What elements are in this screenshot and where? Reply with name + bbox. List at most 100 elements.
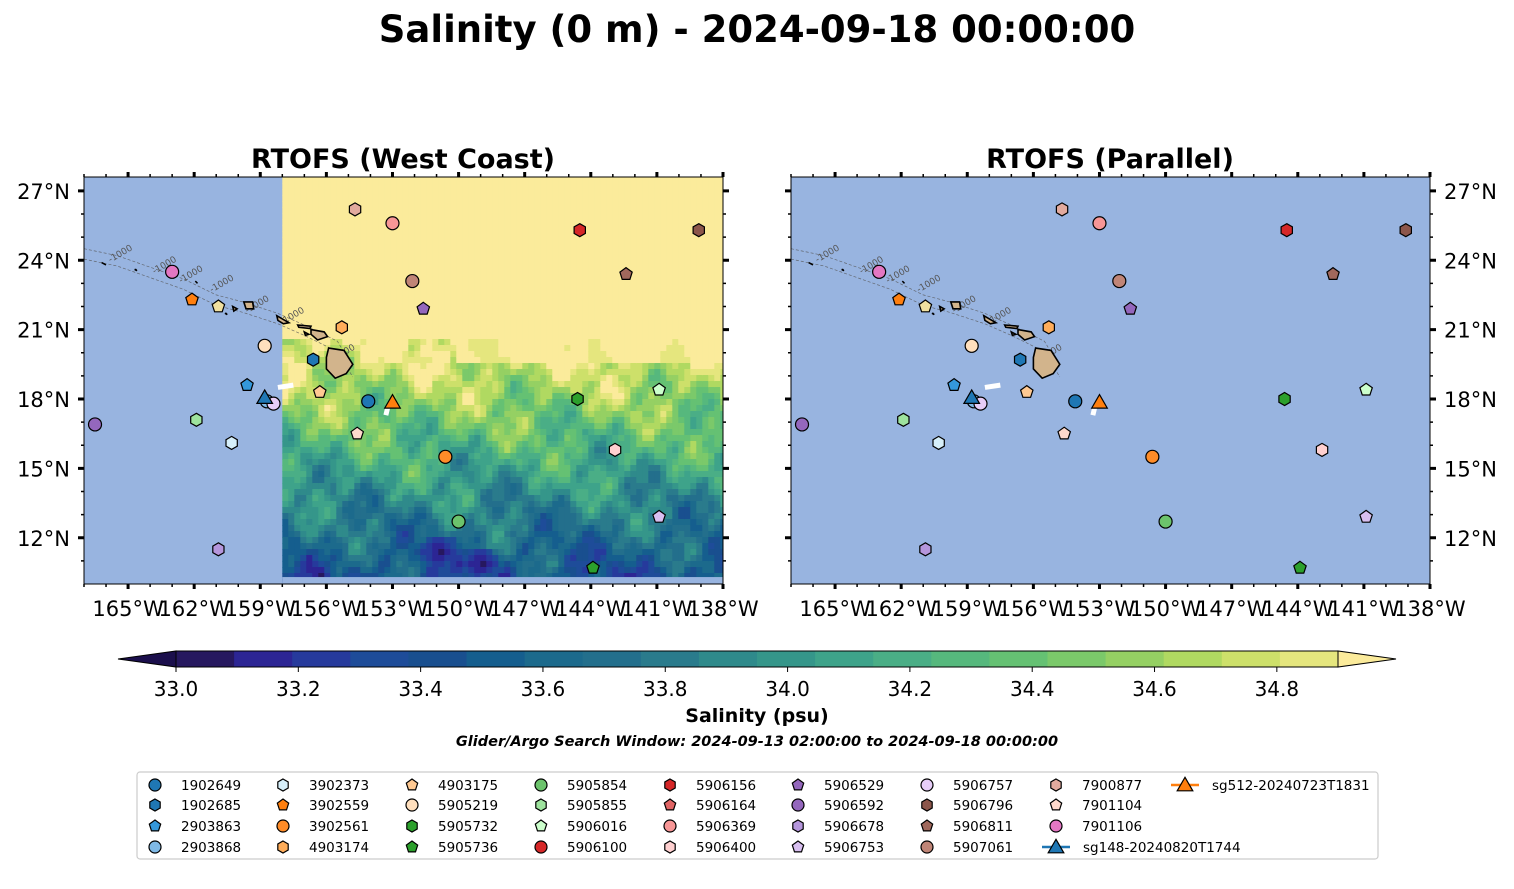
legend-entry-label: 7900877 [1082, 778, 1142, 794]
float-marker-5906592 [794, 417, 810, 432]
lat-tick-label: 18°N [17, 388, 70, 412]
float-marker-1902685 [1013, 352, 1027, 367]
float-marker-extra [918, 299, 933, 313]
islet [808, 261, 814, 266]
legend-marker [664, 840, 676, 854]
legend-entry-label: 2903868 [181, 840, 241, 856]
glider-marker-sg512-20240723T1831 [383, 393, 402, 409]
legend-entry-label: 7901106 [1082, 819, 1142, 835]
legend-marker [664, 778, 676, 792]
lon-tick-label: 150°W [423, 597, 495, 621]
islet [224, 312, 228, 316]
islet [194, 280, 199, 284]
float-marker-5906529 [416, 301, 431, 315]
float-marker-5906156 [573, 223, 587, 238]
lat-tick-label: 27°N [17, 180, 70, 204]
float-marker-5905736 [586, 560, 600, 574]
legend-marker [920, 840, 934, 854]
float-marker-7901106 [165, 264, 180, 279]
lat-tick-label: 21°N [17, 319, 70, 343]
legend-marker [276, 798, 290, 811]
colorbar-tick-label: 33.2 [276, 677, 321, 701]
float-marker-5906529 [1123, 301, 1138, 315]
lon-tick-label: 156°W [998, 597, 1070, 621]
legend-marker [1050, 778, 1062, 792]
float-marker-5906016 [652, 382, 667, 396]
legend-marker [405, 840, 419, 853]
legend-marker [405, 778, 419, 791]
legend-marker [148, 819, 162, 832]
legend-marker [276, 819, 290, 833]
legend-entry-label: 2903863 [181, 819, 241, 835]
colorbar-segment [1047, 651, 1107, 667]
legend-marker [1049, 798, 1063, 811]
float-marker-3902559 [185, 292, 199, 306]
float-marker-5906016 [1359, 382, 1374, 396]
legend-entry-label: 4903174 [309, 840, 369, 856]
colorbar-segment [524, 651, 584, 667]
lon-tick-label: 150°W [1130, 597, 1202, 621]
colorbar-extend-low [117, 650, 177, 668]
float-marker-5906796 [692, 223, 706, 238]
legend-entry-label: sg512-20240723T1831 [1212, 778, 1370, 794]
panel-title-right: RTOFS (Parallel) [986, 144, 1234, 175]
float-marker-5906796 [1399, 223, 1413, 238]
float-marker-5905732 [571, 391, 584, 407]
legend-entry-label: 7901104 [1082, 798, 1142, 814]
colorbar-segment [640, 651, 700, 667]
float-marker-5905732 [1278, 391, 1291, 407]
float-marker-1902685 [306, 352, 320, 367]
island [938, 304, 946, 313]
lat-tick-label: 24°N [1444, 249, 1497, 273]
legend-marker [1049, 819, 1063, 833]
colorbar-segment [408, 651, 467, 667]
legend-entry-label: 3902561 [309, 819, 369, 835]
lon-tick-label: 165°W [799, 597, 871, 621]
glider-marker-sg148-20240820T1744 [962, 388, 981, 404]
colorbar-segment [1105, 651, 1165, 667]
colorbar-segment [873, 651, 932, 667]
colorbar-tick-label: 34.0 [765, 677, 810, 701]
lon-tick-label: 162°W [158, 597, 230, 621]
legend-entry-label: 5907061 [953, 840, 1013, 856]
legend-marker [921, 798, 933, 812]
float-marker-7901104 [350, 426, 365, 440]
float-marker-3902561 [438, 449, 453, 464]
float-markers [794, 202, 1413, 574]
legend-box [136, 771, 1379, 860]
legend-entry-label: 5906796 [953, 798, 1013, 814]
legend-entry-label: 3902559 [309, 798, 369, 814]
land [808, 261, 1061, 380]
legend-entry-label: 5906400 [696, 840, 756, 856]
lon-tick-label: 159°W [225, 597, 297, 621]
float-marker-4903175 [312, 384, 327, 398]
island [1003, 324, 1020, 330]
legend-marker [791, 840, 805, 853]
legend-marker [535, 798, 547, 812]
lon-tick-label: 144°W [1262, 597, 1334, 621]
island [275, 314, 292, 325]
map-frame [83, 176, 724, 585]
colorbar-tick-label: 34.4 [1010, 677, 1055, 701]
lat-tick-label: 18°N [1444, 388, 1497, 412]
legend-marker [792, 819, 804, 833]
float-marker-2903863 [240, 377, 254, 391]
lon-tick-label: 141°W [621, 597, 693, 621]
float-marker-4903175 [1019, 384, 1034, 398]
lon-tick-label: 147°W [489, 597, 561, 621]
legend-entry-label: 5905854 [567, 778, 627, 794]
legend-entry-label: 1902685 [181, 798, 241, 814]
legend-entry-label: 1902649 [181, 778, 241, 794]
legend-marker [534, 778, 548, 792]
colorbar-tick-label: 33.8 [643, 677, 688, 701]
lat-tick-label: 15°N [1444, 457, 1497, 481]
legend-marker [1176, 776, 1194, 792]
land [101, 261, 354, 380]
legend-entry-label: 5906156 [696, 778, 756, 794]
float-marker-5905855 [190, 412, 203, 427]
float-marker-3902561 [1145, 449, 1160, 464]
float-marker-2903863 [947, 377, 961, 391]
float-marker-5905854 [1158, 514, 1173, 529]
island [310, 328, 329, 341]
legend-entry-label: 5905732 [438, 819, 498, 835]
